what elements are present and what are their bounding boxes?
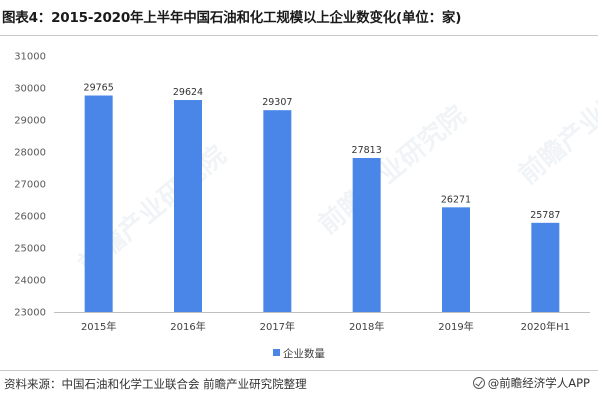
bar [531,222,560,312]
bars [84,95,560,313]
bar-value-label: 29307 [262,97,292,108]
bar [174,100,202,312]
source-note: 资料来源：中国石油和化学工业联合会 前瞻产业研究院整理 [4,377,307,391]
x-tick-label: 2017年 [260,320,295,333]
x-axis: 2015年 2016年 2017年 2018年 2019年 2020年H1 [54,312,590,333]
legend-label: 企业数量 [283,348,325,360]
x-tick-label: 2019年 [438,320,473,333]
bar [442,207,470,312]
bar-labels: 29765 29624 29307 27813 26271 25787 [84,83,561,221]
y-tick-label: 28000 [14,148,46,159]
bar [352,157,381,312]
y-tick-label: 23000 [14,308,46,319]
bar-value-label: 27813 [352,145,382,156]
legend: 企业数量 [0,346,598,361]
y-tick-label: 26000 [14,212,46,223]
x-tick-label: 2020年H1 [521,320,570,333]
x-tick-label: 2015年 [81,320,116,333]
bar [84,95,113,312]
bar [263,110,292,313]
bar-chart: 23000 24000 25000 26000 27000 28000 29000 30000… [14,52,590,333]
brand-logo-icon [472,377,485,389]
brand-credit: @前瞻经济学人APP [472,375,590,391]
bar-value-label: 29765 [84,83,114,94]
bar-value-label: 29624 [173,87,203,98]
brand-text: @前瞻经济学人APP [487,376,590,390]
chart-title: 图表4：2015-2020年上半年中国石油和化工规模以上企业数变化(单位：家) [2,10,462,26]
y-tick-label: 31000 [14,52,46,63]
legend-swatch [273,349,280,356]
y-tick-label: 29000 [14,116,46,127]
x-tick-label: 2016年 [170,320,205,333]
top-divider [0,35,598,36]
y-tick-label: 27000 [14,180,46,191]
bar-value-label: 25787 [530,210,560,221]
y-axis: 23000 24000 25000 26000 27000 28000 29000 30000… [14,52,46,319]
y-tick-label: 24000 [14,276,46,287]
y-tick-label: 30000 [14,84,46,95]
bottom-divider [0,370,598,371]
x-tick-label: 2018年 [349,320,384,333]
bar-value-label: 26271 [441,194,471,205]
y-tick-label: 25000 [14,244,46,255]
